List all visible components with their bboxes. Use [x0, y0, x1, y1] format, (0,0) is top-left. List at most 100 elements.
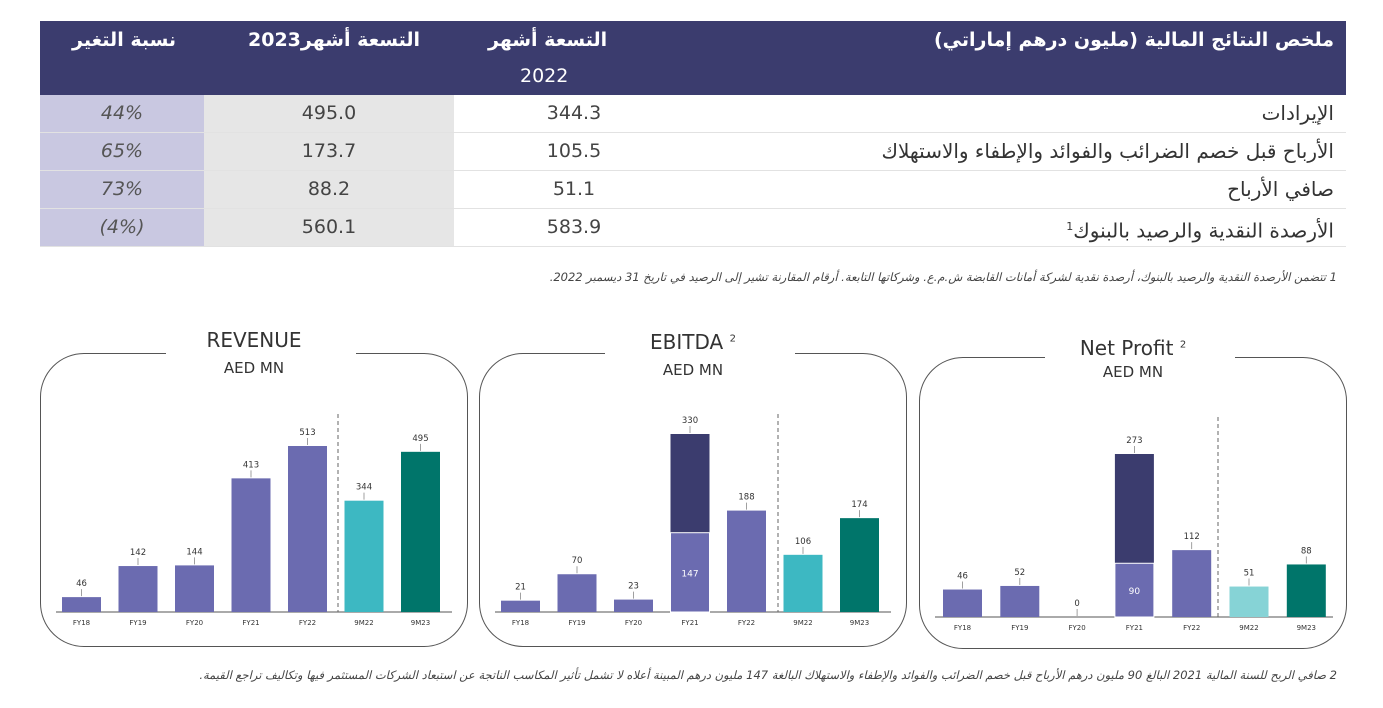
- row-label-text: الإيرادات: [1261, 101, 1334, 125]
- category-label: FY21: [242, 619, 259, 627]
- category-label: FY19: [129, 619, 146, 627]
- value-label: 52: [1014, 568, 1025, 578]
- chart-title-text: REVENUE: [206, 328, 302, 352]
- footnote-ref: 1: [1066, 220, 1074, 233]
- revenue-bar-chart: 46 FY18 142 FY19 144 FY20 413 FY21 513 FY22 344 9M2…: [56, 414, 452, 627]
- chart-title-sup: 2: [1179, 339, 1187, 351]
- value-2022-cell: 105.5: [546, 140, 602, 162]
- financial-summary-table: ملخص النتائج المالية (مليون درهم إماراتي…: [40, 21, 1346, 247]
- category-label: 9M23: [850, 619, 869, 627]
- value-label: 51: [1244, 569, 1255, 579]
- row-label: صافي الأرباح: [1227, 171, 1334, 208]
- chart-title: Net Profit 2: [1049, 336, 1217, 360]
- bar-9m23: [840, 518, 879, 612]
- category-label: 9M22: [793, 619, 812, 627]
- category-label: 9M22: [1239, 624, 1258, 632]
- net-profit-bar-chart: 46 FY18 52 FY19 0 FY20 90 273 FY21 112 FY22 51 9M22 8…: [935, 417, 1333, 632]
- value-2023-cell: 560.1: [204, 209, 454, 246]
- ebitda-bar-chart: 21 FY18 70 FY19 23 FY20 147 330 FY21 188 FY22 106 9M…: [495, 414, 891, 627]
- bar-fy20: [175, 565, 214, 612]
- bar-9m22: [783, 554, 823, 612]
- category-label: FY20: [186, 619, 203, 627]
- row-label: الأرصدة النقدية والرصيد بالبنوك1: [1066, 209, 1334, 246]
- chart-title-text: EBITDA: [650, 330, 724, 354]
- value-label: 112: [1184, 532, 1200, 542]
- value-2022-cell: 583.9: [546, 216, 602, 238]
- row-label: الأرباح قبل خصم الضرائب والفوائد والإطفا…: [882, 133, 1334, 170]
- value-2023-cell: 495.0: [204, 95, 454, 132]
- value-label: 330: [682, 416, 698, 426]
- category-label: FY22: [738, 619, 755, 627]
- chart-unit: AED MN: [223, 359, 285, 377]
- value-label: 88: [1301, 546, 1312, 556]
- value-label: 46: [76, 579, 87, 589]
- footnote-1: 1 تتضمن الأرصدة النقدية والرصيد بالبنوك،…: [549, 270, 1337, 284]
- value-label: 70: [572, 556, 583, 566]
- bar-fy20: [614, 599, 653, 612]
- value-2022-cell: 51.1: [552, 178, 596, 200]
- col-header-2022-year: 2022: [520, 65, 569, 87]
- category-label: FY22: [1183, 624, 1200, 632]
- ebitda-chart-panel: EBITDA 2 AED MN 21 FY18 70 FY19 23 FY20 147 330…: [479, 326, 907, 647]
- bar-9m23: [401, 451, 440, 612]
- bar-fy19: [118, 566, 158, 612]
- value-label: 174: [851, 500, 867, 510]
- value-label: 106: [795, 537, 811, 547]
- table-header: ملخص النتائج المالية (مليون درهم إماراتي…: [40, 21, 1346, 95]
- row-label: الإيرادات: [1262, 95, 1334, 132]
- bar-fy22: [1172, 550, 1212, 617]
- value-label: 344: [356, 483, 372, 493]
- segment-label: 90: [1129, 587, 1141, 597]
- value-label: 513: [299, 428, 315, 438]
- bar-fy18: [943, 589, 982, 617]
- change-cell: 65%: [40, 133, 204, 170]
- chart-unit: AED MN: [662, 361, 724, 379]
- bar-segment-fy21: [1114, 562, 1155, 618]
- category-label: 9M23: [1297, 624, 1316, 632]
- change-cell: 73%: [40, 171, 204, 208]
- col-header-2023: التسعة أشهر2023: [248, 29, 421, 51]
- bar-segment-fy21: [670, 532, 710, 613]
- table-row: 44% 495.0 344.3 الإيرادات: [40, 95, 1346, 133]
- table-row: (4%) 560.1 583.9 الأرصدة النقدية والرصيد…: [40, 209, 1346, 247]
- value-2022-cell: 344.3: [546, 102, 602, 124]
- category-label: 9M22: [354, 619, 373, 627]
- col-header-change: نسبة التغير: [72, 29, 177, 51]
- table-row: 73% 88.2 51.1 صافي الأرباح: [40, 171, 1346, 209]
- bar-9m23: [1286, 564, 1326, 617]
- category-label: FY21: [1126, 624, 1143, 632]
- bar-9m22: [344, 500, 384, 612]
- change-cell: 44%: [40, 95, 204, 132]
- value-label: 0: [1074, 599, 1079, 609]
- segment-label: 147: [681, 569, 698, 579]
- category-label: FY21: [681, 619, 698, 627]
- net-profit-chart-panel: Net Profit 2 AED MN 46 FY18 52 FY19 0 FY20 90 2…: [919, 326, 1347, 649]
- frame-gap: [166, 351, 356, 355]
- category-label: FY19: [1011, 624, 1028, 632]
- chart-title: REVENUE: [160, 328, 348, 352]
- revenue-chart-panel: REVENUE AED MN 46 FY18 142 FY19 144 FY20 413 FY…: [40, 326, 468, 647]
- category-label: FY19: [568, 619, 585, 627]
- row-label-text: الأرباح قبل خصم الضرائب والفوائد والإطفا…: [881, 139, 1334, 163]
- bar-fy21: [231, 478, 271, 612]
- value-label: 23: [628, 582, 639, 592]
- change-cell: (4%): [40, 209, 204, 246]
- value-label: 273: [1126, 436, 1142, 446]
- category-label: FY18: [954, 624, 971, 632]
- row-label-text: صافي الأرباح: [1227, 177, 1334, 201]
- bar-fy19: [557, 574, 597, 612]
- col-header-2022: التسعة أشهر: [488, 29, 608, 51]
- row-label-text: الأرصدة النقدية والرصيد بالبنوك: [1073, 218, 1334, 243]
- value-label: 46: [957, 572, 968, 582]
- table-title: ملخص النتائج المالية (مليون درهم إماراتي…: [933, 29, 1334, 51]
- value-label: 188: [738, 493, 754, 503]
- value-2023-cell: 173.7: [204, 133, 454, 170]
- bar-9m22: [1229, 586, 1269, 617]
- bar-fy22: [288, 446, 327, 612]
- value-label: 144: [186, 547, 202, 557]
- value-label: 495: [412, 434, 428, 444]
- chart-title: EBITDA 2: [609, 330, 777, 354]
- bar-fy22: [727, 510, 766, 612]
- chart-title-text: Net Profit: [1079, 336, 1174, 360]
- bar-fy19: [1000, 585, 1040, 617]
